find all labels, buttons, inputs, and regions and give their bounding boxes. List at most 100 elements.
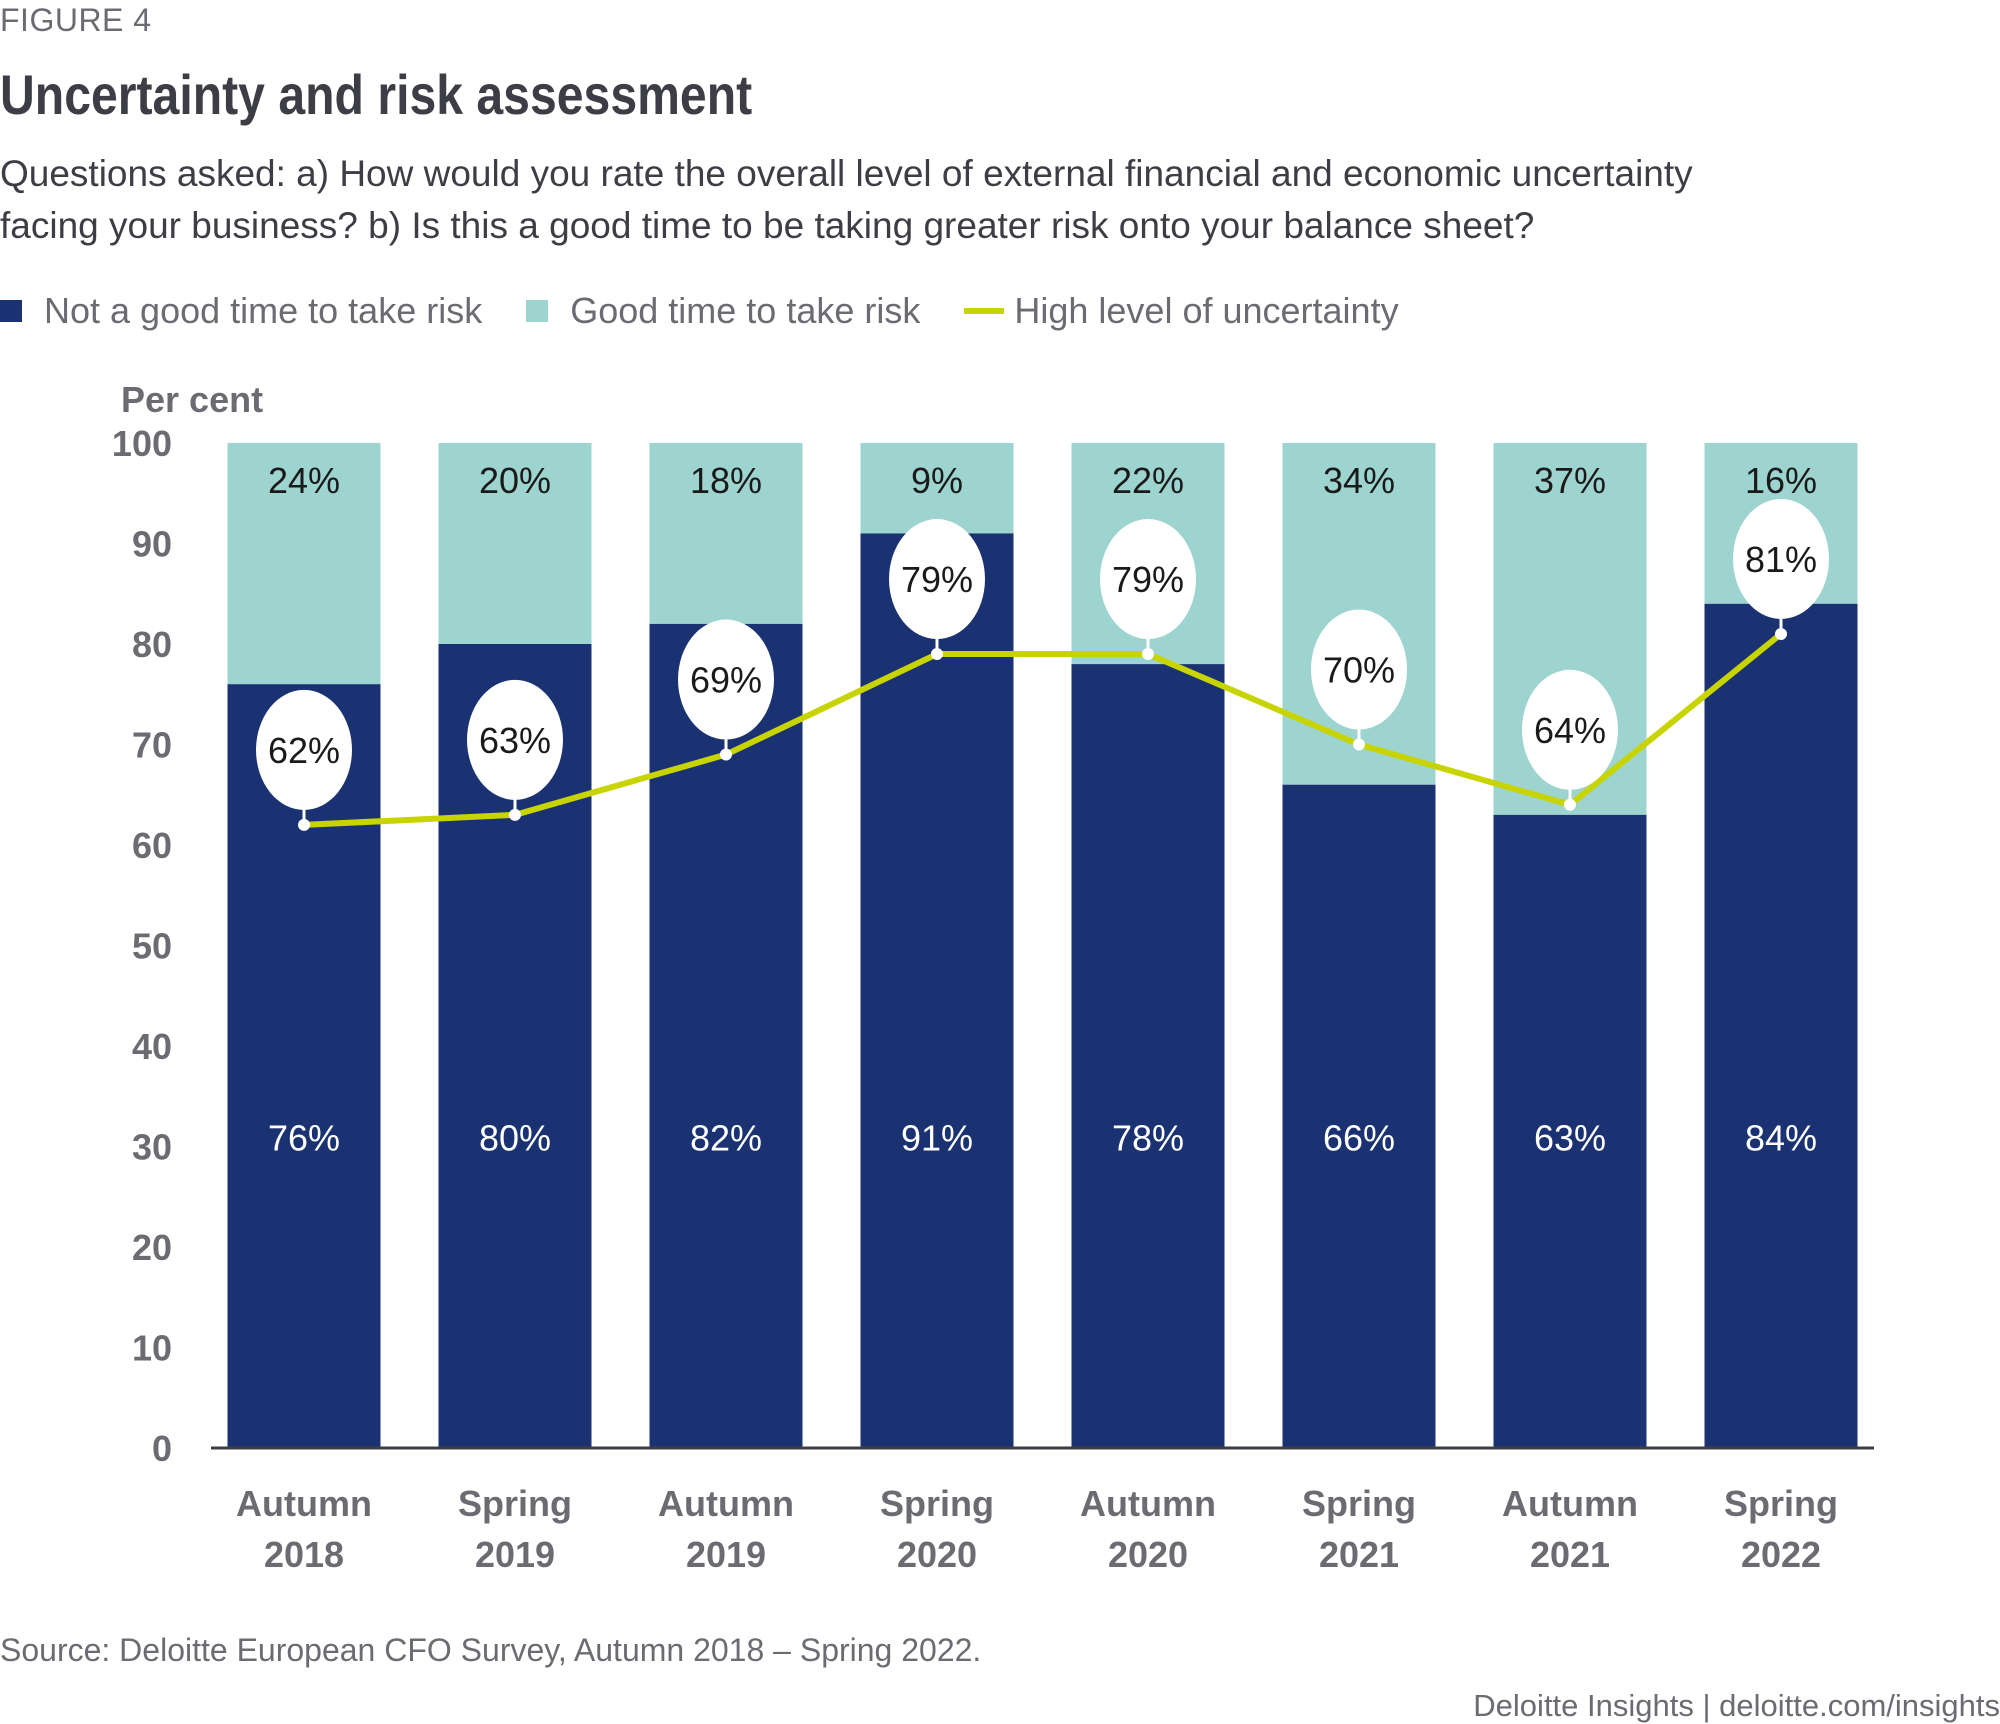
legend: Not a good time to take risk Good time t… [0, 288, 1443, 334]
bar-group: 24% 76% [227, 443, 381, 1448]
data-label-good-time: 20% [479, 460, 551, 501]
legend-line-swatch-uncertainty [964, 308, 1005, 314]
data-label-good-time: 16% [1745, 460, 1817, 501]
uncertainty-callout: 64% [1522, 669, 1618, 811]
source-note: Source: Deloitte European CFO Survey, Au… [0, 1632, 982, 1668]
x-tick-label: 2021 [1319, 1534, 1399, 1575]
legend-item-not-good-time: Not a good time to take risk [0, 290, 482, 332]
subtitle-line-1: Questions asked: a) How would you rate t… [0, 153, 1693, 194]
uncertainty-point [1142, 648, 1154, 661]
data-label-uncertainty: 62% [268, 730, 340, 771]
bar-not-good-time [1493, 814, 1647, 1448]
callout-bubble [1100, 519, 1196, 640]
data-label-not-good-time: 91% [901, 1118, 973, 1159]
y-tick-label: 50 [132, 926, 172, 967]
x-tick-label: Autumn [1080, 1483, 1216, 1524]
uncertainty-callout: 63% [467, 679, 563, 821]
uncertainty-callout: 81% [1733, 498, 1829, 640]
bar-group: 34% 66% [1282, 443, 1436, 1448]
data-label-uncertainty: 79% [901, 559, 973, 600]
x-tick-label: Autumn [658, 1483, 794, 1524]
uncertainty-point [298, 818, 310, 831]
legend-swatch-good-time [526, 300, 549, 322]
uncertainty-point [720, 748, 732, 761]
uncertainty-callout: 70% [1311, 609, 1407, 751]
data-label-good-time: 18% [690, 460, 762, 501]
callout-bubble [678, 619, 774, 740]
x-tick-label: 2019 [686, 1534, 766, 1575]
data-label-uncertainty: 79% [1112, 559, 1184, 600]
y-tick-label: 20 [132, 1227, 172, 1268]
subtitle-line-2: facing your business? b) Is this a good … [0, 205, 1535, 246]
bar-good-time [227, 443, 381, 685]
bars: 24% 76% 20% 80% 18% 82% 9% 91% 22% 78% 34% 66% 37% 63… [227, 443, 1858, 1448]
uncertainty-point [931, 648, 943, 661]
chart-title: Uncertainty and risk assessment [0, 63, 753, 126]
data-label-not-good-time: 84% [1745, 1118, 1817, 1159]
x-tick-label: 2018 [264, 1534, 344, 1575]
y-tick-label: 70 [132, 725, 172, 766]
y-tick-label: 40 [132, 1026, 172, 1067]
bar-group: 18% 82% [649, 443, 803, 1448]
data-label-uncertainty: 69% [690, 660, 762, 701]
data-label-not-good-time: 78% [1112, 1118, 1184, 1159]
figure-label: FIGURE 4 [0, 2, 152, 38]
y-tick-label: 10 [132, 1328, 172, 1369]
uncertainty-callout: 69% [678, 619, 774, 761]
x-tick-label: 2019 [475, 1534, 555, 1575]
data-label-uncertainty: 63% [479, 720, 551, 761]
callout-bubble [467, 679, 563, 800]
bar-not-good-time [860, 533, 1014, 1448]
bar-not-good-time [1071, 664, 1225, 1448]
data-label-not-good-time: 63% [1534, 1118, 1606, 1159]
x-tick-label: Spring [1724, 1483, 1838, 1524]
x-tick-label: Autumn [1502, 1483, 1638, 1524]
data-label-uncertainty: 64% [1534, 710, 1606, 751]
uncertainty-line [303, 631, 1783, 828]
y-tick-label: 60 [132, 825, 172, 866]
y-axis-title: Per cent [121, 379, 263, 420]
legend-item-good-time: Good time to take risk [526, 290, 920, 332]
x-tick-label: 2020 [897, 1534, 977, 1575]
legend-label: Not a good time to take risk [44, 290, 483, 331]
bar-not-good-time [1282, 784, 1436, 1448]
uncertainty-callout: 62% [256, 689, 352, 831]
legend-label: High level of uncertainty [1014, 290, 1399, 331]
bar-group: 9% 91% [860, 443, 1014, 1448]
x-tick-label: Spring [1302, 1483, 1416, 1524]
uncertainty-line-layer: 62% 63% 69% 79% 79% 70% 64% 81% [256, 498, 1829, 831]
y-tick-label: 0 [152, 1428, 172, 1469]
legend-label: Good time to take risk [570, 290, 921, 331]
callout-bubble [256, 689, 352, 810]
stacked-bar-chart: Per cent 0 10 20 30 40 50 60 70 80 90 100 24% 76% 20… [112, 379, 1874, 1575]
bar-good-time [649, 443, 803, 624]
data-label-not-good-time: 76% [268, 1118, 340, 1159]
data-label-uncertainty: 81% [1745, 539, 1817, 580]
x-tick-label: 2021 [1530, 1534, 1610, 1575]
data-label-good-time: 37% [1534, 460, 1606, 501]
uncertainty-callout: 79% [1100, 519, 1196, 661]
data-label-uncertainty: 70% [1323, 650, 1395, 691]
x-tick-label: Autumn [236, 1483, 372, 1524]
y-tick-label: 80 [132, 624, 172, 665]
callout-bubble [889, 519, 985, 640]
bar-not-good-time [1704, 603, 1858, 1448]
y-tick-label: 100 [112, 423, 172, 464]
bar-group: 20% 80% [438, 443, 592, 1448]
callout-bubble [1733, 498, 1829, 619]
uncertainty-point [509, 808, 521, 821]
bar-good-time [860, 443, 1014, 534]
uncertainty-callout: 79% [889, 519, 985, 661]
data-label-good-time: 34% [1323, 460, 1395, 501]
y-axis-ticks: 0 10 20 30 40 50 60 70 80 90 100 [112, 423, 172, 1469]
data-label-not-good-time: 66% [1323, 1118, 1395, 1159]
x-axis-labels: Autumn 2018 Spring 2019 Autumn 2019 Spring 2020… [236, 1483, 1838, 1575]
data-label-good-time: 9% [911, 460, 963, 501]
data-label-not-good-time: 80% [479, 1118, 551, 1159]
y-tick-label: 30 [132, 1127, 172, 1168]
bar-group: 16% 84% [1704, 443, 1858, 1448]
legend-swatch-not-good-time [0, 300, 22, 322]
x-tick-label: 2020 [1108, 1534, 1188, 1575]
x-tick-label: Spring [880, 1483, 994, 1524]
data-label-not-good-time: 82% [690, 1118, 762, 1159]
